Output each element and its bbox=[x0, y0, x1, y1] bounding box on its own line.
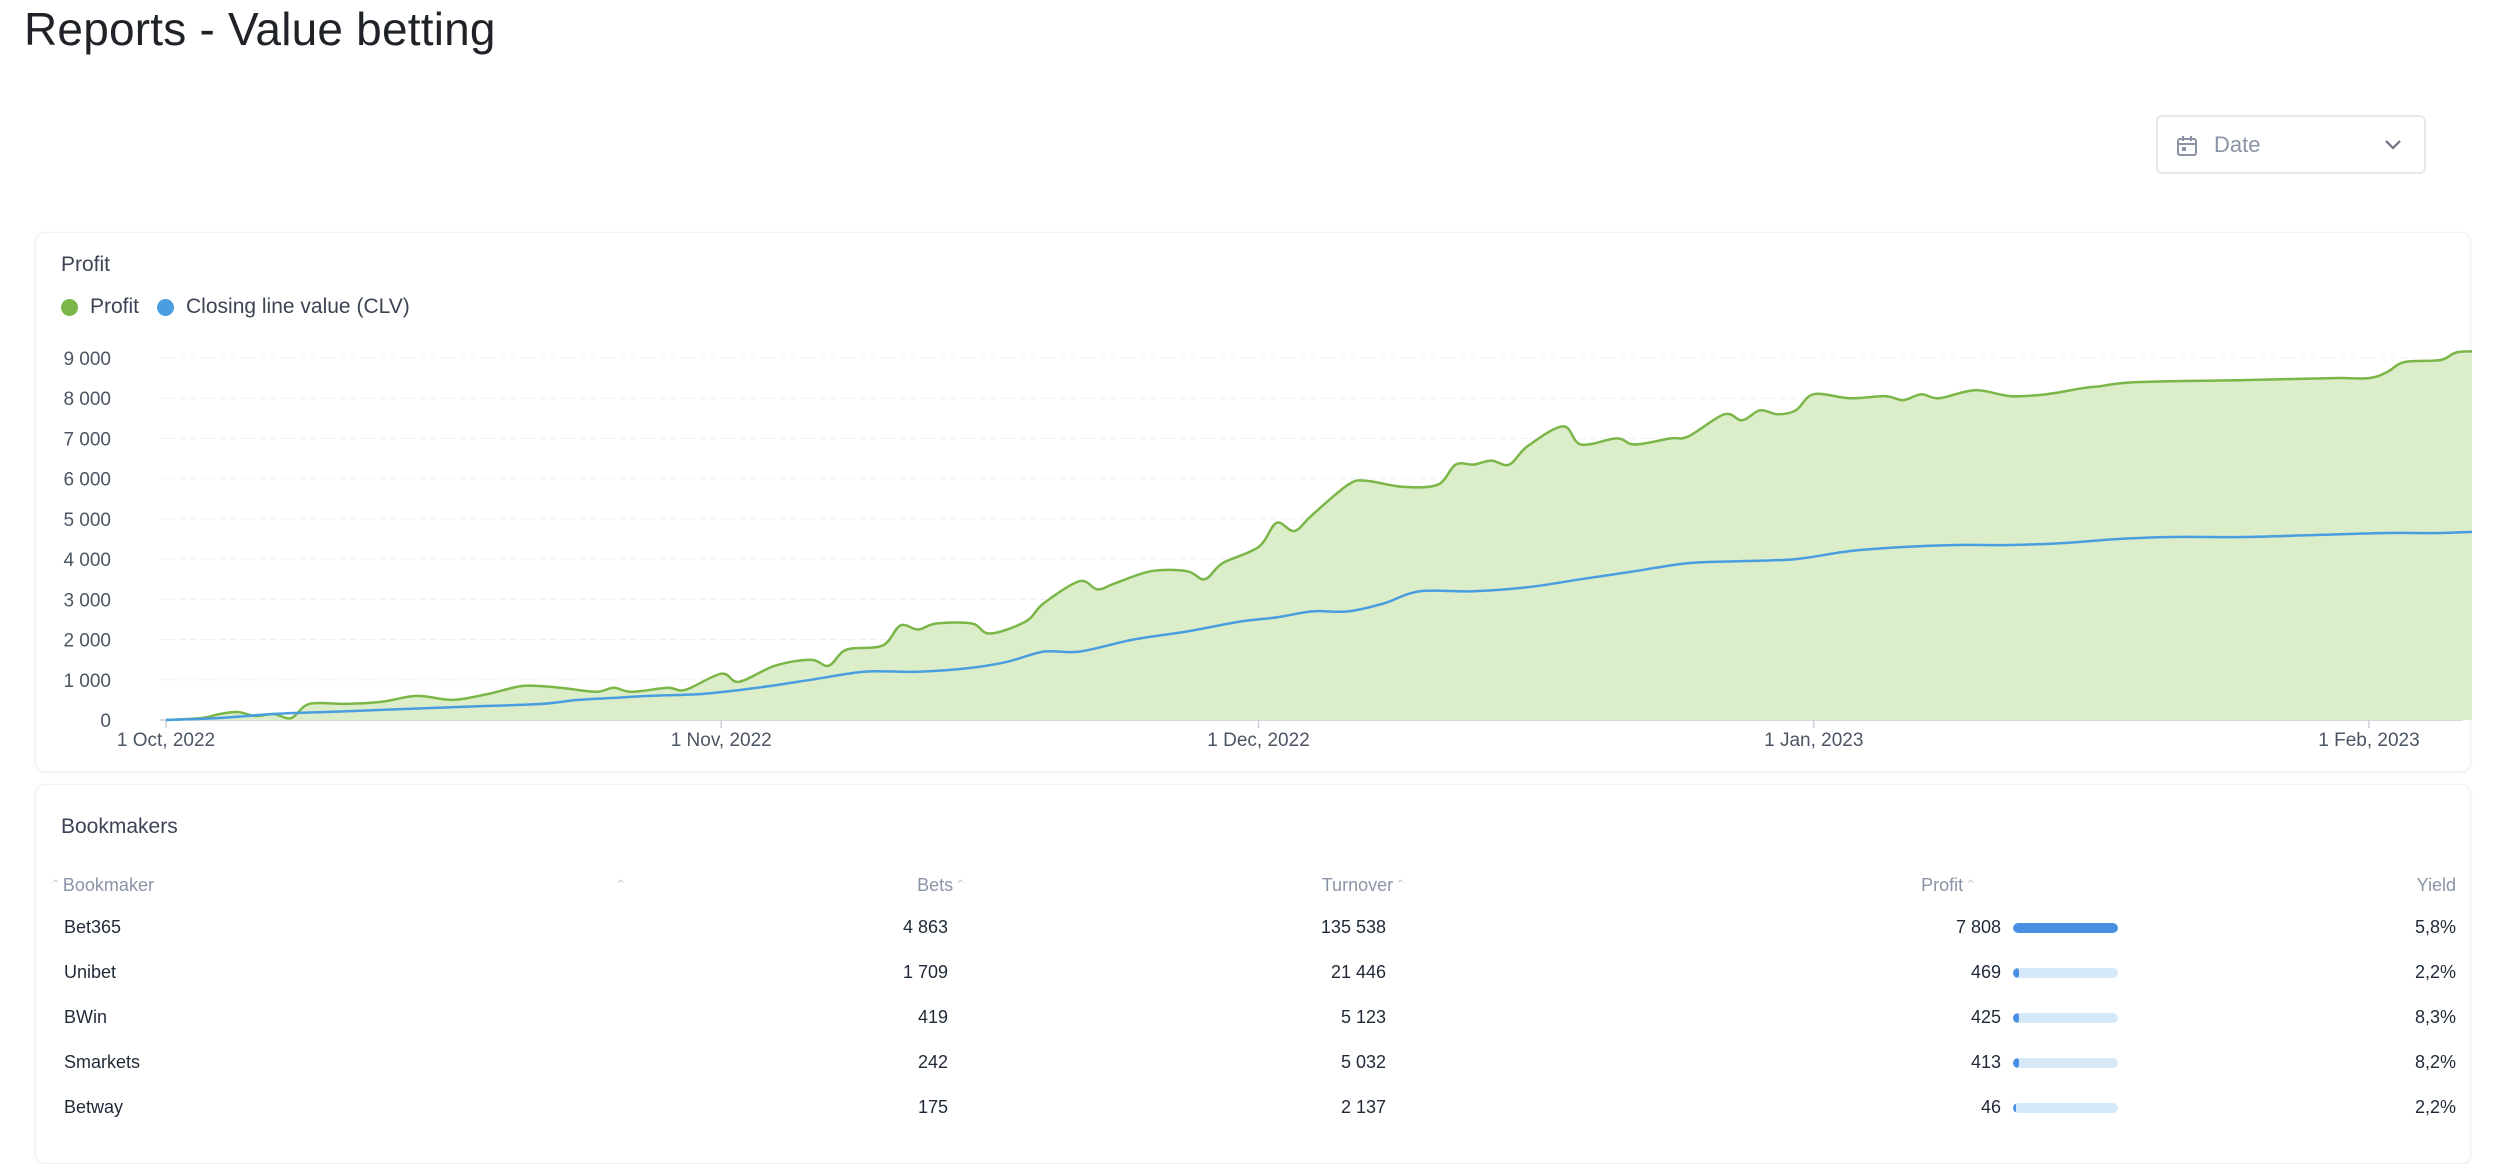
legend-label-clv: Closing line value (CLV) bbox=[186, 295, 410, 318]
cell-yield: 8,3% bbox=[2414, 1007, 2456, 1027]
cell-yield: 2,2% bbox=[2414, 1097, 2456, 1117]
cell-turnover: 2 137 bbox=[1340, 1097, 1386, 1117]
legend-item-clv[interactable]: Closing line value (CLV) bbox=[157, 295, 410, 319]
x-tick-label: 1 Nov, 2022 bbox=[671, 730, 772, 751]
table-row[interactable]: BWin 419 5 123 425 8,3% bbox=[48, 995, 2456, 1040]
y-tick-label: 0 bbox=[100, 711, 111, 732]
bookmakers-card-title: Bookmakers bbox=[61, 815, 178, 838]
cell-bookmaker: Betway bbox=[64, 1097, 124, 1117]
profit-share-bar-fill bbox=[2013, 1013, 2019, 1024]
profit-share-bar bbox=[2013, 968, 2118, 979]
cell-turnover: 21 446 bbox=[1330, 962, 1386, 982]
profit-chart: 0 1 000 2 000 3 000 4 000 5 000 6 000 7 000 8 00… bbox=[63, 349, 2472, 751]
sort-icon: ⌃ bbox=[615, 877, 626, 892]
y-tick-label: 5 000 bbox=[63, 510, 111, 531]
cell-turnover: 5 032 bbox=[1340, 1052, 1386, 1072]
cell-bookmaker: Bet365 bbox=[64, 917, 122, 937]
y-tick-label: 2 000 bbox=[63, 631, 111, 652]
cell-bets: 1 709 bbox=[902, 962, 948, 982]
cell-profit: 425 bbox=[1408, 995, 2248, 1040]
profit-share-bar-fill bbox=[2013, 923, 2118, 934]
legend-item-profit[interactable]: Profit bbox=[61, 295, 139, 319]
profit-card-title: Profit bbox=[61, 253, 111, 276]
cell-bookmaker: Unibet bbox=[64, 962, 117, 982]
cell-bets: 242 bbox=[917, 1052, 948, 1072]
page-title: Reports - Value betting bbox=[24, 3, 496, 55]
sort-icon: ⌃ bbox=[1395, 877, 1406, 892]
chart-legend: Profit Closing line value (CLV) bbox=[61, 295, 428, 319]
y-tick-label: 8 000 bbox=[63, 389, 111, 410]
cell-profit-value: 7 808 bbox=[1955, 917, 2001, 937]
cell-bets: 419 bbox=[917, 1007, 948, 1027]
cell-profit: 46 bbox=[1408, 1085, 2248, 1130]
table-header-row: ⌃ Bookmaker ⌃ Bets ⌃ Turnover ⌃ Profit ⌃ Yiel… bbox=[48, 865, 2456, 905]
cell-profit: 413 bbox=[1408, 1040, 2248, 1085]
column-header-label: Bets bbox=[917, 874, 954, 895]
cell-profit-value: 46 bbox=[1980, 1097, 2001, 1117]
x-tick-label: 1 Oct, 2022 bbox=[117, 730, 215, 751]
column-header-label: Profit bbox=[1921, 874, 1964, 895]
y-tick-label: 6 000 bbox=[63, 470, 111, 491]
table-row[interactable]: Smarkets 242 5 032 413 8,2% bbox=[48, 1040, 2456, 1085]
profit-share-bar bbox=[2013, 1013, 2118, 1024]
date-filter-label: Date bbox=[2214, 132, 2261, 157]
y-tick-label: 9 000 bbox=[63, 349, 111, 370]
x-tick-label: 1 Jan, 2023 bbox=[1764, 730, 1863, 751]
date-filter-dropdown[interactable]: Date bbox=[2156, 115, 2426, 174]
y-tick-label: 1 000 bbox=[63, 671, 111, 692]
profit-share-bar-fill bbox=[2013, 1058, 2019, 1069]
y-tick-label: 4 000 bbox=[63, 550, 111, 571]
profit-share-bar bbox=[2013, 923, 2118, 934]
column-header-bookmaker[interactable]: ⌃ Bookmaker ⌃ bbox=[48, 865, 628, 905]
cell-bets: 4 863 bbox=[902, 917, 948, 937]
y-tick-label: 7 000 bbox=[63, 429, 111, 450]
cell-profit-value: 413 bbox=[1970, 1052, 2001, 1072]
calendar-icon bbox=[2177, 136, 2197, 156]
profit-share-bar bbox=[2013, 1103, 2118, 1114]
legend-dot-profit bbox=[61, 298, 78, 316]
cell-profit-value: 469 bbox=[1970, 962, 2001, 982]
column-header-profit[interactable]: Profit ⌃ bbox=[1408, 865, 2248, 905]
cell-bookmaker: BWin bbox=[64, 1007, 108, 1027]
chevron-down-icon bbox=[2385, 140, 2401, 150]
legend-label-profit: Profit bbox=[90, 295, 140, 318]
clv-line bbox=[165, 530, 2472, 722]
profit-share-bar bbox=[2013, 1058, 2118, 1069]
x-tick-label: 1 Feb, 2023 bbox=[2318, 730, 2419, 751]
cell-bookmaker: Smarkets bbox=[64, 1052, 141, 1072]
legend-dot-clv bbox=[157, 298, 175, 316]
column-header-label: Yield bbox=[2416, 874, 2456, 895]
profit-share-bar-fill bbox=[2013, 1103, 2017, 1114]
cell-yield: 5,8% bbox=[2414, 917, 2456, 937]
cell-yield: 8,2% bbox=[2414, 1052, 2456, 1072]
y-tick-label: 3 000 bbox=[63, 590, 111, 611]
sort-icon: ⌃ bbox=[955, 877, 966, 892]
table-row[interactable]: Bet365 4 863 135 538 7 808 5,8% bbox=[48, 905, 2456, 950]
table-row[interactable]: Unibet 1 709 21 446 469 2,2% bbox=[48, 950, 2456, 995]
bookmakers-card: Bookmakers ⌃ Bookmaker ⌃ Bets ⌃ Turnover ⌃ P… bbox=[35, 784, 2471, 1164]
profit-line bbox=[165, 350, 2472, 722]
cell-turnover: 5 123 bbox=[1340, 1007, 1386, 1027]
cell-turnover: 135 538 bbox=[1320, 917, 1386, 937]
column-header-label: Turnover bbox=[1321, 874, 1394, 895]
cell-yield: 2,2% bbox=[2414, 962, 2456, 982]
profit-chart-card: Profit Profit Closing line value (CLV) 0… bbox=[35, 232, 2472, 772]
column-header-turnover[interactable]: Turnover ⌃ bbox=[968, 865, 1408, 905]
bookmakers-table: ⌃ Bookmaker ⌃ Bets ⌃ Turnover ⌃ Profit ⌃ Yiel… bbox=[48, 865, 2456, 1130]
sort-icon: ⌃ bbox=[1965, 877, 1976, 892]
profit-area bbox=[166, 351, 2472, 720]
cell-profit-value: 425 bbox=[1970, 1007, 2001, 1027]
cell-profit: 469 bbox=[1408, 950, 2248, 995]
profit-share-bar-fill bbox=[2013, 968, 2020, 979]
column-header-bets[interactable]: Bets ⌃ bbox=[628, 865, 968, 905]
cell-bets: 175 bbox=[917, 1097, 948, 1117]
table-row[interactable]: Betway 175 2 137 46 2,2% bbox=[48, 1085, 2456, 1130]
sort-icon: ⌃ bbox=[50, 877, 61, 892]
column-header-yield[interactable]: Yield bbox=[2248, 865, 2456, 905]
cell-profit: 7 808 bbox=[1408, 905, 2248, 950]
column-header-label: Bookmaker bbox=[62, 874, 154, 895]
x-tick-label: 1 Dec, 2022 bbox=[1207, 730, 1309, 751]
